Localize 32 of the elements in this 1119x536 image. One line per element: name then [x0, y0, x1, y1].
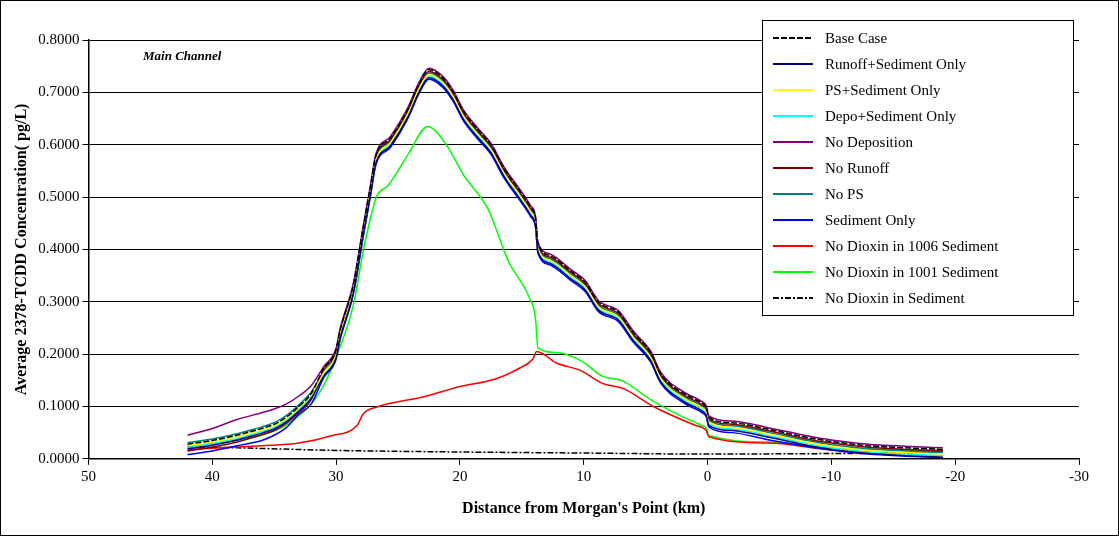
x-tick-label: 0	[703, 467, 712, 484]
legend-label: No PS	[825, 185, 864, 203]
x-axis-title: Distance from Morgan's Point (km)	[462, 498, 706, 517]
y-tick-label: 0.6000	[38, 135, 80, 152]
x-tick-label: 50	[80, 467, 96, 484]
legend-label: No Runoff	[825, 159, 890, 177]
y-tick-label: 0.5000	[38, 187, 80, 204]
x-tick-label: 20	[452, 467, 468, 484]
legend-label: Runoff+Sediment Only	[825, 55, 967, 73]
legend-label: No Deposition	[825, 133, 913, 151]
x-tick-label: 10	[576, 467, 592, 484]
x-tick-label: 30	[328, 467, 344, 484]
legend-label: PS+Sediment Only	[825, 81, 941, 99]
y-tick-label: 0.2000	[38, 345, 80, 362]
legend-label: Depo+Sediment Only	[825, 107, 957, 125]
x-tick-label: -20	[945, 467, 966, 484]
y-tick-label: 0.4000	[38, 240, 80, 257]
legend-label: No Dioxin in 1006 Sediment	[825, 237, 999, 255]
y-tick-label: 0.8000	[38, 30, 80, 47]
y-tick-label: 0.7000	[38, 83, 80, 100]
x-tick-label: -30	[1069, 467, 1089, 484]
x-tick-label: 40	[204, 467, 220, 484]
x-tick-label: -10	[821, 467, 842, 484]
legend-label: Sediment Only	[825, 211, 916, 229]
annotation: Main Channel	[143, 48, 222, 64]
legend-label: Base Case	[825, 29, 888, 47]
y-tick-label: 0.1000	[38, 397, 80, 414]
y-tick-label: 0.0000	[38, 449, 80, 466]
legend-label: No Dioxin in Sediment	[825, 289, 965, 307]
y-tick-label: 0.3000	[38, 292, 80, 309]
legend-label: No Dioxin in 1001 Sediment	[825, 263, 999, 281]
y-axis-title: Average 2378-TCDD Concentration( pg/L)	[11, 103, 30, 396]
